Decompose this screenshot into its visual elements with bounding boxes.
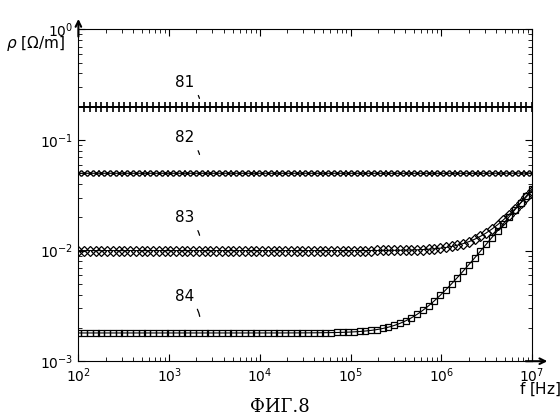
- Text: 82: 82: [175, 131, 199, 155]
- Text: ФИГ.8: ФИГ.8: [250, 398, 310, 416]
- Text: $\rho\ [\Omega/\mathrm{m}]$: $\rho\ [\Omega/\mathrm{m}]$: [6, 34, 64, 52]
- Text: 84: 84: [175, 289, 200, 316]
- Text: 83: 83: [175, 210, 199, 235]
- Text: 81: 81: [175, 75, 199, 98]
- Text: $\mathrm{f\ [Hz]}$: $\mathrm{f\ [Hz]}$: [520, 380, 560, 397]
